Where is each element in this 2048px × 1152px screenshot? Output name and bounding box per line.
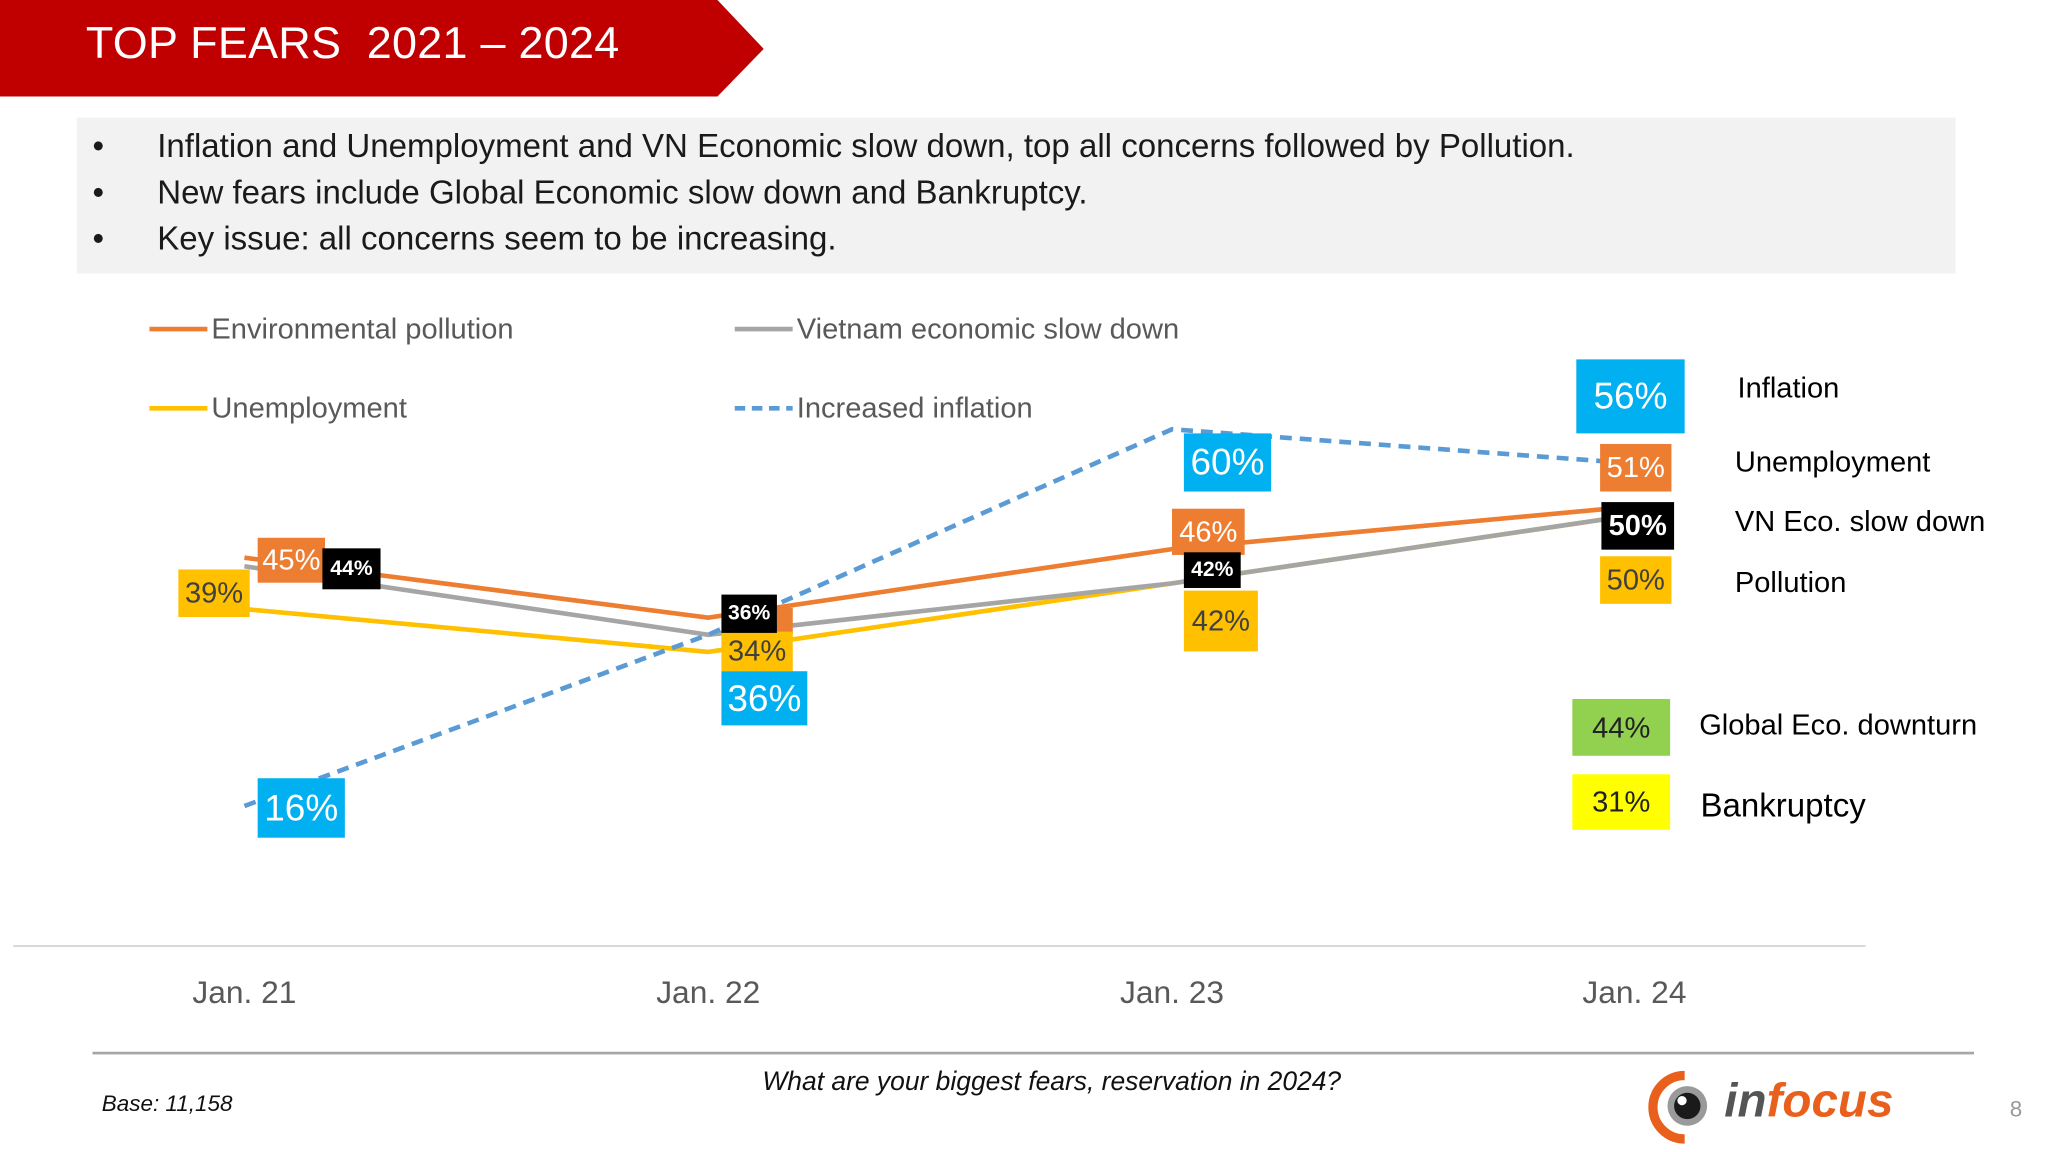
page-title: TOP FEARS 2021 – 2024 <box>85 18 620 69</box>
legend-label: Environmental pollution <box>211 311 514 345</box>
data-label: 46% <box>1171 508 1245 555</box>
title-banner <box>0 0 764 97</box>
data-label: 50% <box>1601 502 1675 550</box>
x-tick-label: Jan. 23 <box>1119 975 1225 1011</box>
logo-eye-icon <box>1648 1070 1708 1144</box>
data-label: 39% <box>178 569 250 618</box>
survey-question: What are your biggest fears, reservation… <box>762 1067 1342 1097</box>
data-label: 44% <box>322 548 381 590</box>
legend-swatch <box>734 326 793 332</box>
series-line-increased-inflation <box>243 426 1635 809</box>
x-tick-label: Jan. 24 <box>1582 975 1687 1011</box>
annotation-inflation: Inflation <box>1737 371 1840 405</box>
annotation-vn-slowdown: VN Eco. slow down <box>1734 504 1986 538</box>
series-line-vietnam-economic-slow-down <box>244 512 1635 638</box>
sample-base: Base: 11,158 <box>101 1091 233 1117</box>
bullet-dot: • <box>92 220 105 258</box>
footer-divider <box>92 1051 1975 1055</box>
bullet-text: Key issue: all concerns seem to be incre… <box>157 220 837 258</box>
bullet-text: Inflation and Unemployment and VN Econom… <box>157 128 1575 166</box>
data-label: 34% <box>721 631 793 672</box>
x-tick-label: Jan. 21 <box>192 975 297 1011</box>
global-downturn-value: 44% <box>1572 698 1671 756</box>
data-label: 42% <box>1183 590 1258 652</box>
bullet-dot: • <box>92 128 105 166</box>
data-label: 45% <box>257 537 326 583</box>
data-label: 16% <box>257 778 345 838</box>
summary-box: • Inflation and Unemployment and VN Econo… <box>76 117 1956 274</box>
x-tick-label: Jan. 22 <box>656 975 761 1011</box>
data-label: 60% <box>1183 433 1272 492</box>
annotation-global-downturn: Global Eco. downturn <box>1699 708 1978 742</box>
logo-text-prefix: in <box>1724 1072 1767 1128</box>
logo-text-suffix: focus <box>1766 1072 1894 1128</box>
data-label: 36% <box>721 671 808 726</box>
data-label: 36% <box>721 594 777 633</box>
annotation-unemployment: Unemployment <box>1734 445 1931 479</box>
data-label: 50% <box>1600 556 1672 604</box>
legend-swatch <box>149 405 208 411</box>
legend-label: Vietnam economic slow down <box>796 311 1180 345</box>
data-label: 56% <box>1576 359 1685 434</box>
legend-label: Increased inflation <box>796 391 1033 425</box>
annotation-pollution: Pollution <box>1734 565 1847 599</box>
data-label: 42% <box>1183 552 1241 588</box>
annotation-bankruptcy: Bankruptcy <box>1700 787 1866 825</box>
bankruptcy-value: 31% <box>1572 774 1671 830</box>
legend-swatch <box>149 326 208 332</box>
hidden-label-pollution <box>776 607 793 635</box>
bullet-text: New fears include Global Economic slow d… <box>157 174 1088 212</box>
legend-swatch <box>734 405 793 411</box>
infocus-logo: infocus <box>1645 1070 1893 1144</box>
data-label: 51% <box>1600 443 1672 492</box>
series-line-environmental-pollution <box>244 504 1635 620</box>
bullet-dot: • <box>92 174 105 212</box>
legend-label: Unemployment <box>211 391 407 425</box>
page-number: 8 <box>2009 1096 2023 1122</box>
